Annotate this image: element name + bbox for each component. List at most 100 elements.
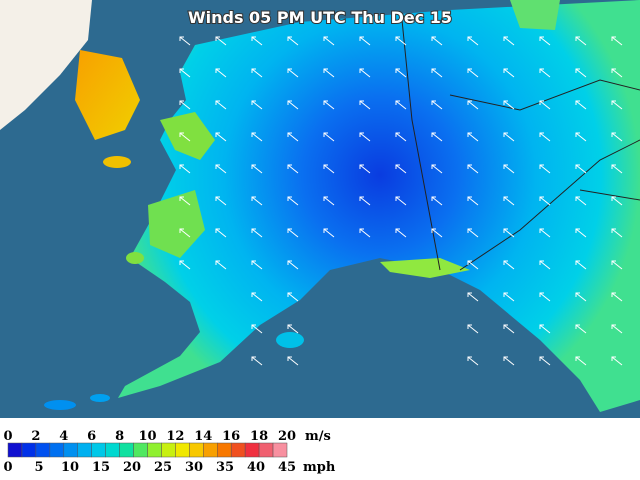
arrow-head (395, 228, 400, 233)
island (126, 252, 144, 264)
wind-arrow (287, 324, 299, 334)
arrow-head (323, 100, 328, 105)
wind-arrow (611, 292, 623, 302)
arrow-head (575, 132, 580, 137)
wind-arrow (215, 100, 227, 110)
wind-arrow (539, 260, 551, 270)
arrow-head (251, 36, 256, 41)
arrow-head (611, 36, 616, 41)
arrow-head (467, 36, 472, 41)
ms-tick-label: 8 (115, 429, 124, 444)
arrow-head (215, 100, 220, 105)
wind-arrow (539, 292, 551, 302)
arrow-head (611, 164, 616, 169)
arrow-head (179, 100, 184, 105)
wind-arrow (611, 36, 623, 46)
wind-arrow (359, 68, 371, 78)
wind-arrow (251, 292, 263, 302)
mph-tick-label: 35 (216, 460, 234, 475)
ms-tick-label: 2 (31, 429, 40, 444)
wind-arrow (215, 68, 227, 78)
arrow-head (611, 228, 616, 233)
arrow-head (503, 164, 508, 169)
arrow-head (323, 132, 328, 137)
color-swatch (258, 442, 274, 458)
wind-arrow (179, 164, 191, 174)
arrow-head (431, 100, 436, 105)
wind-arrow (611, 164, 623, 174)
arrow-head (287, 132, 292, 137)
arrow-head (323, 68, 328, 73)
arrow-head (287, 36, 292, 41)
arrow-head (287, 228, 292, 233)
arrow-head (611, 100, 616, 105)
wind-arrow (611, 228, 623, 238)
wind-arrow (503, 100, 515, 110)
gulf-coast (380, 258, 470, 278)
wind-arrow (287, 164, 299, 174)
arrow-head (467, 356, 472, 361)
wind-arrow (215, 196, 227, 206)
ms-tick-label: 4 (59, 429, 68, 444)
mph-unit: mph (303, 460, 336, 475)
arrow-head (503, 292, 508, 297)
wind-arrow (611, 324, 623, 334)
wind-arrow (503, 292, 515, 302)
arrow-head (467, 260, 472, 265)
alaska-land (118, 0, 640, 412)
arrow-head (611, 356, 616, 361)
arrow-head (431, 68, 436, 73)
arrow-head (575, 100, 580, 105)
wind-arrow (575, 324, 587, 334)
wind-arrow (503, 132, 515, 142)
wind-arrow (575, 132, 587, 142)
arrow-head (359, 228, 364, 233)
arrow-head (467, 228, 472, 233)
arrow-head (575, 356, 580, 361)
wind-arrow (539, 164, 551, 174)
wind-arrow (287, 260, 299, 270)
arrow-head (395, 132, 400, 137)
arrow-head (503, 356, 508, 361)
border (401, 19, 441, 271)
wind-arrow (251, 132, 263, 142)
wind-arrow (467, 196, 479, 206)
wind-arrow (503, 260, 515, 270)
wind-arrow (395, 36, 407, 46)
wind-arrow (575, 36, 587, 46)
arrow-head (539, 196, 544, 201)
wind-arrow (467, 260, 479, 270)
wind-arrow (251, 228, 263, 238)
arrow-head (575, 228, 580, 233)
arrow-head (251, 292, 256, 297)
arrow-head (539, 228, 544, 233)
wind-arrow (575, 100, 587, 110)
arrow-head (431, 132, 436, 137)
color-swatch (147, 442, 162, 458)
wind-arrow (251, 324, 263, 334)
wind-arrow (251, 68, 263, 78)
arrow-head (575, 196, 580, 201)
arrow-head (575, 292, 580, 297)
ms-tick-label: 10 (138, 429, 156, 444)
wind-arrow (431, 228, 443, 238)
arrow-head (359, 36, 364, 41)
color-swatch (189, 442, 204, 458)
arrow-head (467, 196, 472, 201)
color-swatch (217, 442, 232, 458)
wind-arrow (467, 36, 479, 46)
wind-arrow (395, 164, 407, 174)
wind-arrow (287, 196, 299, 206)
arrow-head (611, 292, 616, 297)
wind-arrow (575, 196, 587, 206)
ms-tick-label: 6 (87, 429, 96, 444)
arrow-head (503, 132, 508, 137)
mph-tick-label: 5 (34, 460, 43, 475)
arrow-head (431, 196, 436, 201)
wind-arrow (215, 164, 227, 174)
border (579, 189, 640, 201)
arrow-head (503, 68, 508, 73)
wind-arrow (431, 36, 443, 46)
arrow-head (575, 164, 580, 169)
